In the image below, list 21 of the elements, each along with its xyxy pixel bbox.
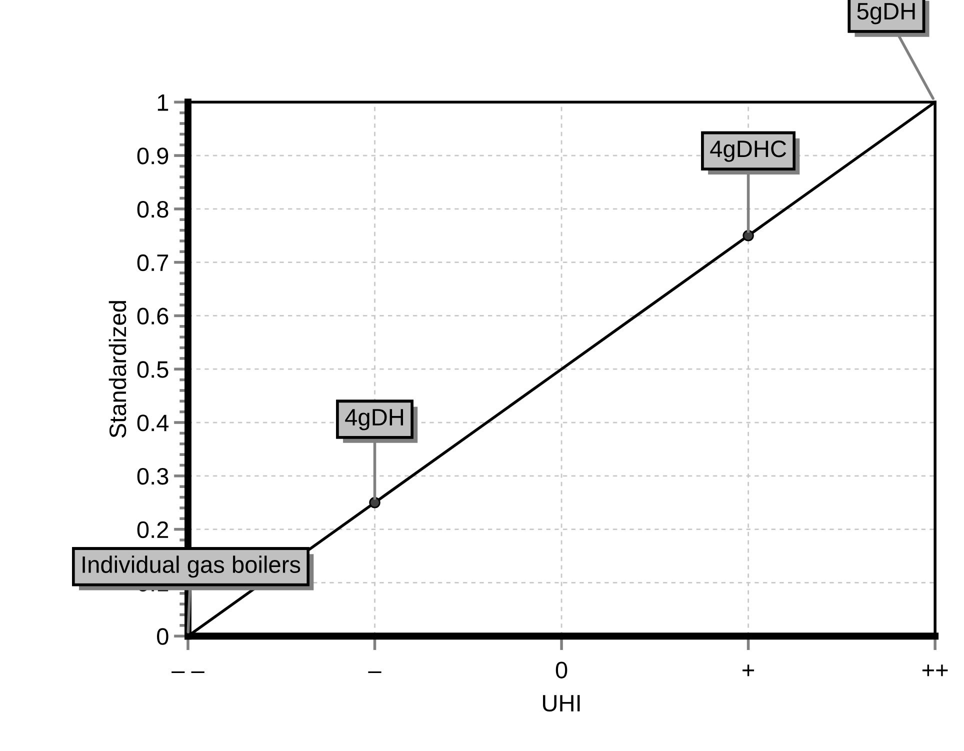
- annotation: 5gDH: [857, 3, 915, 24]
- x-tick-label: ++: [922, 664, 948, 676]
- y-tick-label: 0.7: [137, 254, 168, 272]
- y-tick-label: 0.8: [137, 200, 168, 218]
- y-tick-label: 0.9: [137, 148, 168, 164]
- annotation: 4gDHC: [710, 140, 786, 162]
- x-tick-label: –: [368, 671, 382, 674]
- x-tick-label: +: [742, 664, 754, 676]
- y-tick-label: 0.5: [137, 361, 168, 378]
- y-tick-label: 0: [157, 628, 168, 645]
- y-tick-label: 0.4: [137, 414, 169, 432]
- y-axis-title: Standardized: [108, 301, 126, 438]
- x-tick-label: – –: [172, 671, 204, 674]
- annotation: 4gDH: [345, 409, 404, 430]
- y-tick-label: 0.3: [137, 468, 168, 485]
- x-axis-title: UHI: [543, 695, 580, 712]
- y-tick-label: 0.6: [137, 308, 168, 325]
- annotation: Individual gas boilers: [82, 556, 300, 578]
- x-tick-label: 0: [556, 662, 568, 678]
- y-tick-label: 1: [158, 94, 168, 111]
- y-tick-label: 0.2: [137, 521, 168, 538]
